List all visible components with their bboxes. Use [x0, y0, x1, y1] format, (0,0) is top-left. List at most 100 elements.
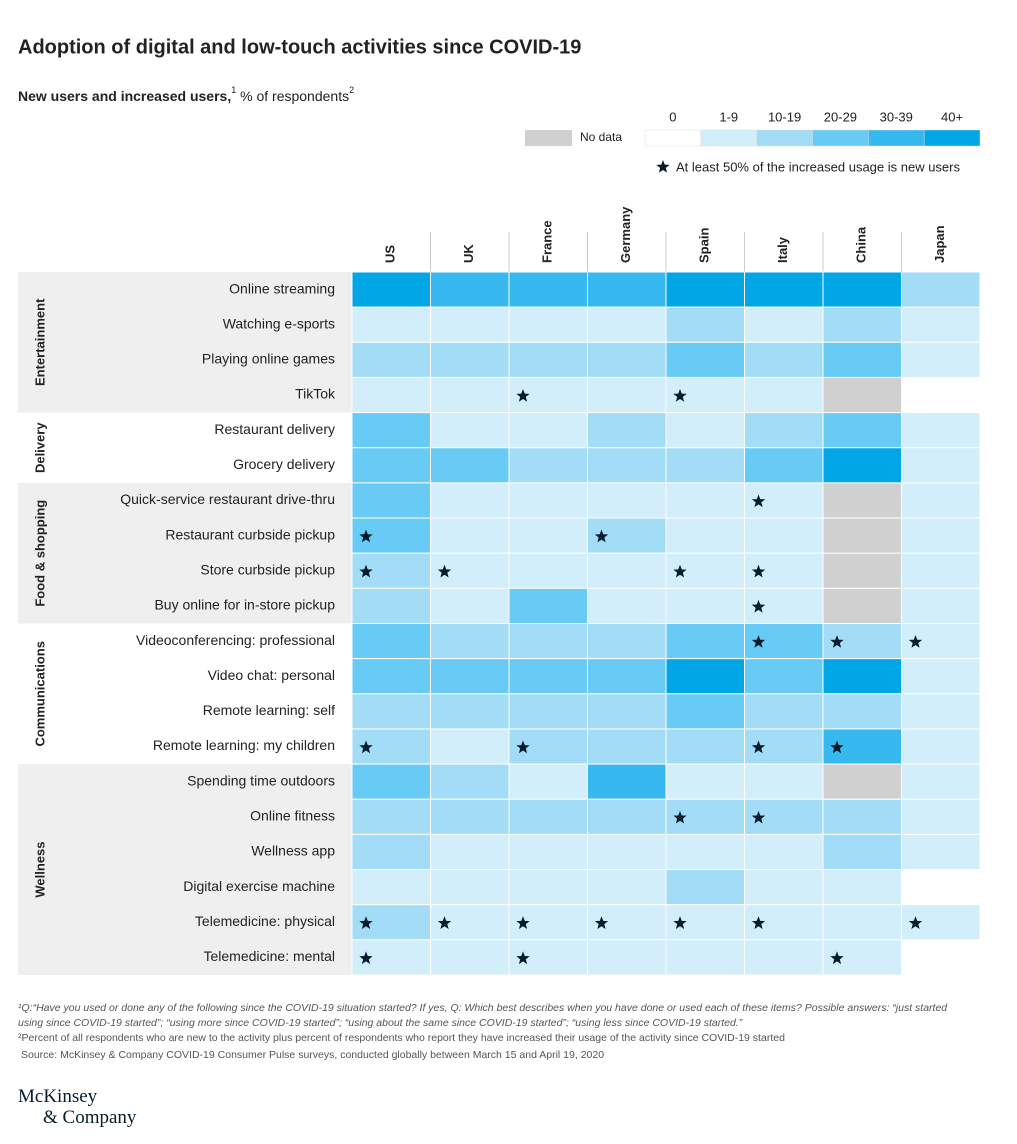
heat-cell [744, 763, 824, 800]
row-label: Restaurant curbside pickup [165, 526, 335, 542]
heat-cell [430, 482, 510, 519]
subtitle-sup: 1 [231, 85, 236, 95]
logo-line: McKinsey [18, 1086, 98, 1107]
heat-cell [744, 271, 824, 308]
heat-cell [351, 623, 431, 660]
heat-cell [665, 693, 745, 730]
heat-cell [508, 306, 588, 343]
heat-cell [430, 341, 510, 378]
heat-cell [744, 376, 824, 414]
heat-cell [587, 869, 667, 906]
heat-cell [822, 447, 902, 484]
heat-cell [822, 412, 902, 449]
heat-cell [665, 623, 745, 660]
legend-label: 40+ [941, 109, 963, 124]
heat-cell [508, 552, 588, 589]
legend-label: 30-39 [880, 109, 913, 124]
heat-cell [587, 376, 667, 414]
heat-cell [665, 587, 745, 624]
legend-swatch [868, 129, 925, 147]
heat-cell [430, 306, 510, 343]
heat-cell [508, 341, 588, 378]
legend-swatch [923, 129, 981, 147]
chart-title: Adoption of digital and low-touch activi… [18, 36, 581, 58]
heat-cell [822, 271, 902, 308]
heat-cell [665, 658, 745, 695]
subtitle-unit: % of respondents [236, 88, 349, 104]
heat-cell [822, 728, 902, 765]
heat-cell [901, 658, 981, 695]
heat-cell [665, 869, 745, 906]
row-label: Watching e-sports [223, 315, 335, 331]
star [830, 951, 844, 965]
star [751, 494, 766, 508]
star [359, 951, 373, 965]
heat-cell [822, 587, 902, 624]
heat-cell [351, 833, 431, 871]
heat-cell [351, 271, 431, 308]
chart: Adoption of digital and low-touch activi… [18, 36, 981, 976]
heat-cell [901, 412, 981, 449]
heat-cell [665, 447, 745, 484]
star [673, 389, 687, 402]
heat-cell [822, 306, 902, 343]
heat-cell [744, 517, 824, 554]
heat-cell [822, 904, 902, 941]
heat-cell [351, 517, 431, 554]
heat-cell [430, 517, 510, 554]
row-label: Telemedicine: physical [195, 913, 335, 929]
heat-cell [822, 376, 902, 414]
star [594, 916, 609, 929]
heat-cell [901, 763, 981, 800]
star [437, 916, 452, 929]
legend-star [656, 160, 670, 173]
heat-cell [508, 482, 588, 519]
logo: McKinsey & Company [18, 1086, 136, 1128]
source: Source: McKinsey & Company COVID-19 Cons… [21, 1049, 605, 1061]
row-label: Store curbside pickup [200, 561, 335, 577]
heat-cell [901, 552, 981, 589]
heat-cell [430, 271, 510, 308]
heat-cell [430, 693, 510, 730]
heat-cell [822, 341, 902, 378]
heat-cell [351, 482, 431, 519]
star [516, 389, 530, 402]
heat-cell [665, 833, 745, 871]
star [751, 564, 766, 578]
heat-cell [901, 447, 981, 484]
star [673, 564, 687, 578]
heat-cell [587, 693, 667, 730]
heat-cell [901, 517, 981, 554]
heat-cell [508, 623, 588, 660]
heat-cell [822, 552, 902, 589]
group-label: Food & shopping [32, 500, 47, 607]
star [359, 916, 373, 929]
heat-cell [430, 587, 510, 624]
heat-cell [587, 728, 667, 765]
star [830, 740, 844, 754]
heat-cell [351, 763, 431, 800]
row-label: TikTok [295, 386, 336, 402]
heat-cell [508, 939, 588, 976]
star [673, 810, 687, 824]
heat-cell [351, 693, 431, 730]
star [908, 635, 923, 648]
heat-cell [822, 869, 902, 906]
heat-cell [508, 587, 588, 624]
heat-cell [351, 376, 431, 414]
heat-cell [508, 763, 588, 800]
heat-cell [430, 376, 510, 414]
heat-cell [665, 271, 745, 308]
heat-cell [508, 658, 588, 695]
row-label: Quick-service restaurant drive-thru [120, 491, 335, 507]
legend-label: 20-29 [824, 109, 857, 124]
heat-cell [508, 798, 588, 835]
heat-cell [744, 447, 824, 484]
heat-cell [665, 306, 745, 343]
heat-cell [508, 517, 588, 554]
heat-cell [822, 517, 902, 554]
group-label: Delivery [32, 422, 47, 473]
legend-swatch [700, 129, 757, 147]
star [594, 529, 609, 543]
